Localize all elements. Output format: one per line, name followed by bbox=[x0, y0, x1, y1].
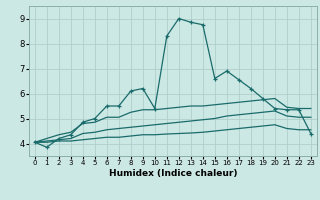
X-axis label: Humidex (Indice chaleur): Humidex (Indice chaleur) bbox=[108, 169, 237, 178]
